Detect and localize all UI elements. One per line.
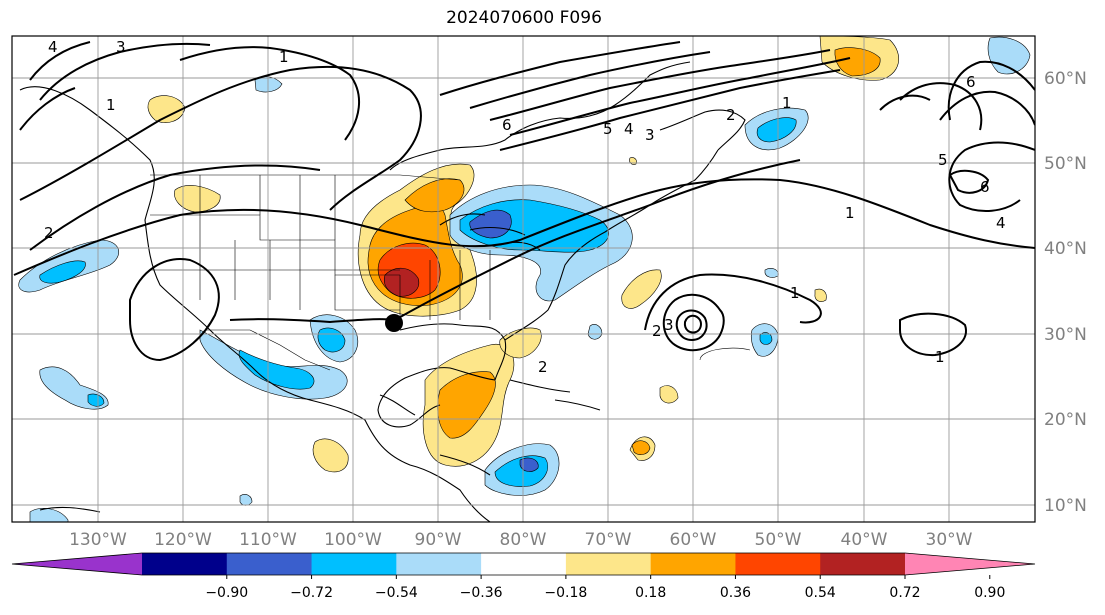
contour-label: 6 [966, 73, 976, 91]
lon-label: 90°W [415, 530, 462, 550]
latitude-labels: 60°N 50°N 40°N 30°N 20°N 10°N [1044, 69, 1087, 516]
contour-label: 3 [645, 126, 655, 144]
contour-label: 1 [790, 284, 800, 302]
contour-label: 1 [845, 204, 855, 222]
lat-label: 40°N [1044, 239, 1087, 259]
contour-label: 2 [538, 358, 548, 376]
colorbar: −0.90 −0.72 −0.54 −0.36 −0.18 0.18 0.36 0.54 0.7… [11, 552, 1036, 601]
longitude-labels: 130°W 120°W 110°W 100°W 90°W 80°W 70°W 6… [69, 530, 973, 550]
colorbar-tick-label: 0.90 [974, 585, 1005, 601]
colorbar-segment [565, 553, 652, 575]
lon-label: 100°W [324, 530, 382, 550]
contour-label: 1 [279, 48, 289, 66]
colorbar-tick-label: −0.72 [290, 585, 333, 601]
contour-label: 3 [116, 38, 126, 56]
contour-label: 1 [935, 348, 945, 366]
lat-label: 60°N [1044, 69, 1087, 89]
colorbar-tick-label: −0.54 [375, 585, 418, 601]
colorbar-segment [142, 553, 228, 575]
storm-center-marker [385, 314, 403, 332]
colorbar-segment [735, 553, 821, 575]
lon-label: 60°W [670, 530, 717, 550]
contour-label: 1 [106, 96, 116, 114]
colorbar-segment [311, 553, 397, 575]
contour-label: 2 [726, 106, 736, 124]
colorbar-tick-label: 0.18 [635, 585, 666, 601]
lon-label: 40°W [841, 530, 888, 550]
lat-label: 50°N [1044, 154, 1087, 174]
colorbar-segment [396, 553, 482, 575]
contour-label: 4 [624, 120, 634, 138]
lon-label: 70°W [585, 530, 632, 550]
colorbar-tick-label: 0.72 [889, 585, 920, 601]
colorbar-segment [650, 553, 736, 575]
graticule [12, 36, 1035, 522]
contour-label: 2 [44, 224, 54, 242]
lat-label: 20°N [1044, 410, 1087, 430]
contour-label: 6 [980, 178, 990, 196]
contour-label: 1 [782, 94, 792, 112]
lon-label: 80°W [500, 530, 547, 550]
contour-label: 4 [48, 38, 58, 56]
lon-label: 110°W [239, 530, 297, 550]
colorbar-tick-label: 0.54 [805, 585, 836, 601]
map-frame [11, 35, 1036, 523]
colorbar-segment [820, 553, 906, 575]
borders [150, 174, 491, 371]
colorbar-extend-max [905, 553, 1035, 575]
contour-label: 6 [502, 116, 512, 134]
map-area [12, 36, 1035, 522]
contour-label-group: 4 3 1 6 5 4 3 2 1 2 1 2 1 1 2 3 5 6 6 4 … [44, 38, 1006, 376]
lat-label: 10°N [1044, 496, 1087, 516]
contour-label: 3 [664, 316, 674, 334]
contour-lines [13, 41, 1035, 362]
lon-label: 30°W [926, 530, 973, 550]
colorbar-segment [481, 553, 567, 575]
anomaly-shading [18, 36, 1031, 522]
lat-label: 30°N [1044, 325, 1087, 345]
contour-label: 5 [603, 120, 613, 138]
contour-label: 2 [652, 322, 662, 340]
lon-label: 50°W [755, 530, 802, 550]
colorbar-tick-label: −0.36 [460, 585, 503, 601]
colorbar-extend-min [12, 553, 142, 575]
colorbar-tick-label: −0.18 [544, 585, 587, 601]
colorbar-tick-label: 0.36 [720, 585, 751, 601]
colorbar-segment [226, 553, 313, 575]
colorbar-tick-label: −0.90 [205, 585, 248, 601]
lon-label: 130°W [69, 530, 127, 550]
colorbar-outline [11, 552, 1036, 576]
contour-label: 5 [938, 151, 948, 169]
contour-label: 4 [996, 214, 1006, 232]
map-title: 2024070600 F096 [446, 8, 602, 28]
lon-label: 120°W [154, 530, 212, 550]
